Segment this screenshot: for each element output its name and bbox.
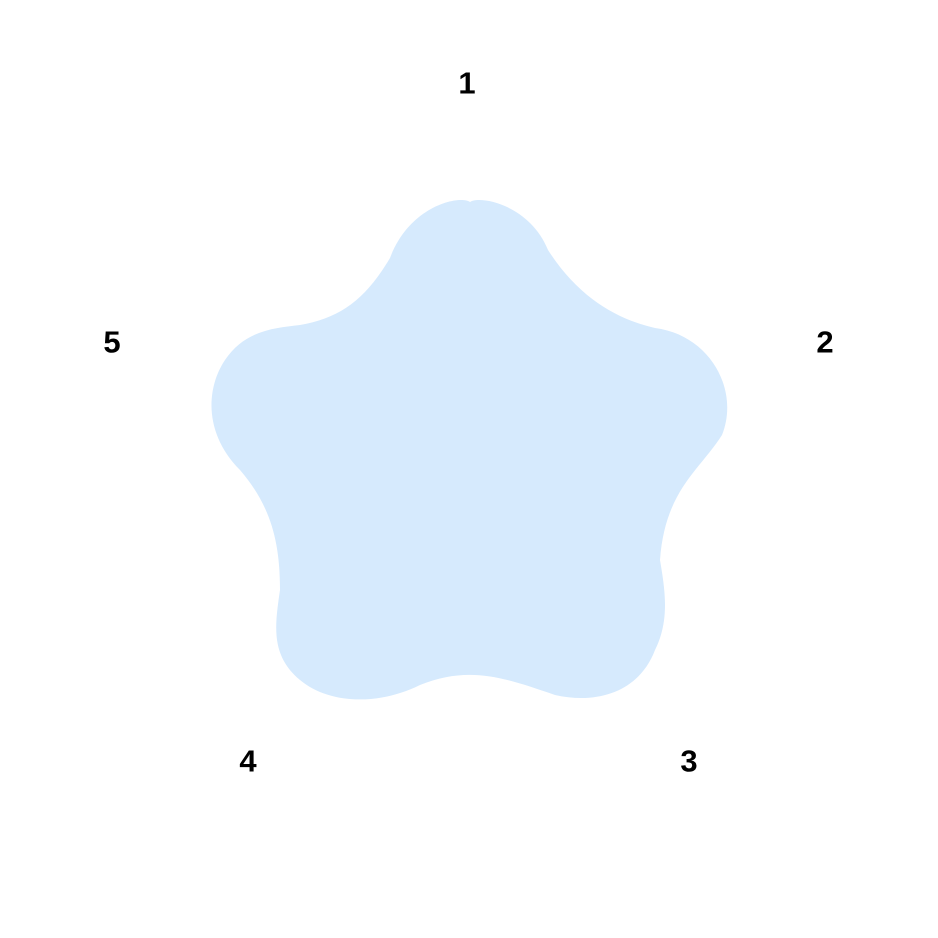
vertex-label-3: 3 <box>680 743 698 779</box>
vertex-label-4: 4 <box>239 743 257 779</box>
vertex-label-2: 2 <box>816 324 834 360</box>
rounded-star-shape <box>211 199 728 700</box>
vertex-label-5: 5 <box>103 324 121 360</box>
vertex-label-1: 1 <box>458 65 476 101</box>
